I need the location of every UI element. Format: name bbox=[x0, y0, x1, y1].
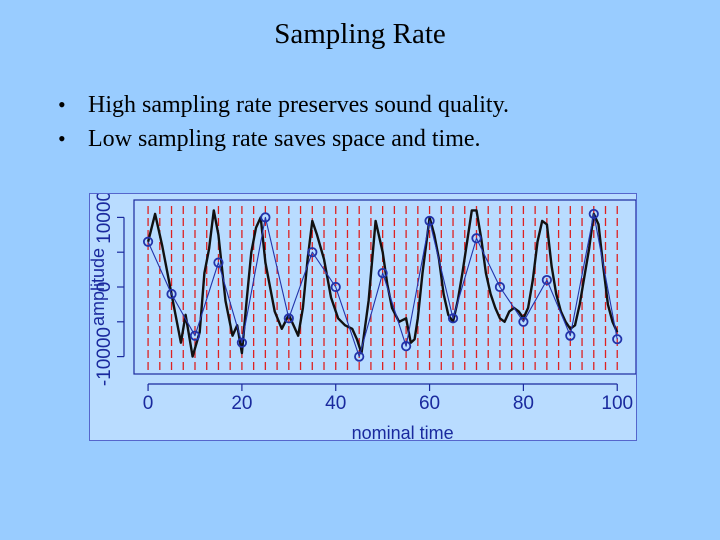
x-tick-label: 40 bbox=[325, 393, 346, 414]
bullet-dot-icon: • bbox=[58, 126, 66, 151]
sample-point bbox=[189, 330, 201, 341]
x-axis-label: nominal time bbox=[352, 423, 454, 440]
y-axis-label: amplitude bbox=[90, 248, 108, 326]
sample-point bbox=[354, 351, 365, 362]
x-tick-label: 80 bbox=[513, 393, 534, 414]
sample-point bbox=[471, 233, 482, 244]
y-tick-label: 0 bbox=[94, 282, 115, 293]
x-tick-label: 100 bbox=[601, 393, 633, 414]
bullet-dot-icon: • bbox=[58, 92, 66, 117]
sample-point bbox=[401, 341, 412, 352]
bullet-list: • High sampling rate preserves sound qua… bbox=[58, 88, 509, 156]
sample-point bbox=[142, 236, 154, 247]
x-tick-label: 60 bbox=[419, 393, 440, 414]
x-tick-label: 20 bbox=[231, 393, 252, 414]
bullet-text: Low sampling rate saves space and time. bbox=[88, 126, 481, 152]
slide-title: Sampling Rate bbox=[274, 18, 446, 50]
sample-point bbox=[213, 257, 224, 268]
sample-point bbox=[260, 212, 271, 223]
bullet-text: High sampling rate preserves sound quali… bbox=[88, 92, 510, 118]
x-tick-label: 0 bbox=[143, 393, 154, 414]
y-tick-label: 10000 bbox=[94, 194, 115, 244]
bullet-item: • High sampling rate preserves sound qua… bbox=[58, 88, 509, 122]
chart-panel: 0 20 40 60 80 100 nominal time -10000 0 10000 ampl… bbox=[89, 193, 637, 441]
sample-point bbox=[541, 274, 552, 286]
original-wave-line bbox=[146, 209, 619, 358]
sample-point bbox=[588, 208, 599, 220]
plot-frame bbox=[133, 199, 636, 375]
sampled-wave-line bbox=[147, 213, 618, 358]
sample-point bbox=[236, 337, 248, 348]
sample-point bbox=[283, 313, 294, 324]
bullet-item: • Low sampling rate saves space and time… bbox=[58, 122, 509, 156]
sample-point bbox=[307, 247, 318, 258]
sample-point bbox=[518, 316, 529, 327]
y-tick-label: -10000 bbox=[94, 327, 115, 386]
sample-point bbox=[166, 288, 177, 300]
sample-point bbox=[565, 330, 576, 341]
sample-point bbox=[612, 334, 623, 345]
sample-point bbox=[424, 215, 435, 226]
sampling-chart: 0 20 40 60 80 100 nominal time -10000 0 10000 ampl… bbox=[90, 194, 636, 440]
sample-point bbox=[377, 267, 388, 279]
sample-point bbox=[447, 313, 459, 324]
sample-point bbox=[330, 281, 341, 293]
sample-point bbox=[494, 281, 506, 293]
